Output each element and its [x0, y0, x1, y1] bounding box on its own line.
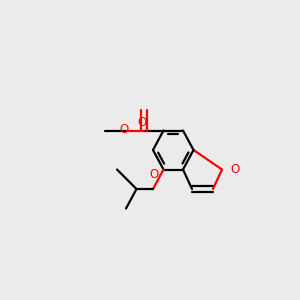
Text: O: O	[120, 123, 129, 136]
Text: O: O	[150, 169, 159, 182]
Text: O: O	[138, 116, 147, 129]
Text: O: O	[230, 163, 239, 176]
